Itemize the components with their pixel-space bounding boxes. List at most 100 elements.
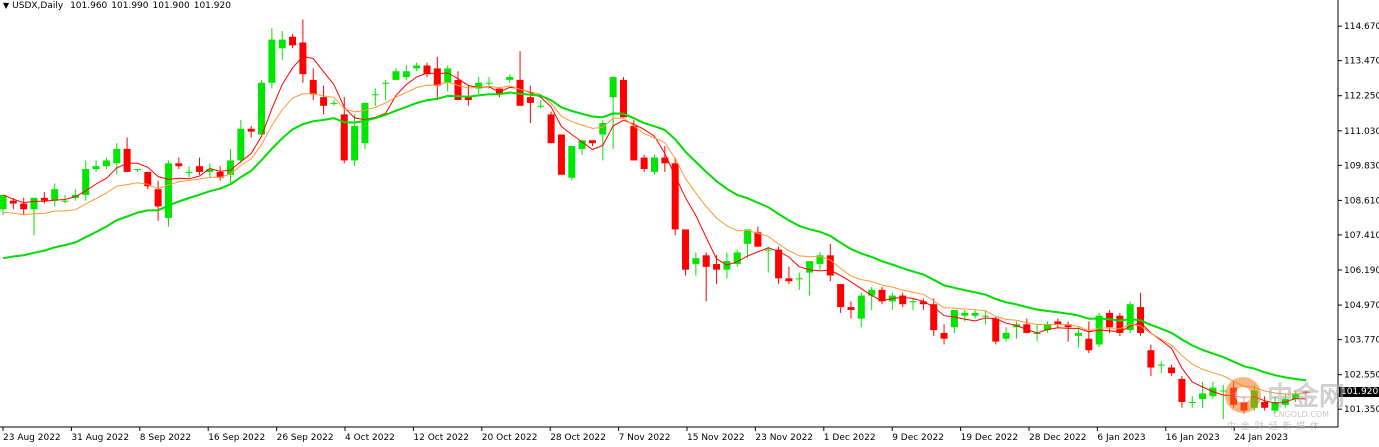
candle-body — [526, 97, 534, 103]
candle-body — [744, 229, 752, 244]
candle — [237, 120, 245, 164]
candle-body — [258, 82, 266, 135]
watermark-brand: 中金网 — [1267, 381, 1345, 412]
candle-body — [806, 261, 814, 273]
candle — [1292, 390, 1300, 402]
candle — [413, 62, 421, 72]
candle-body — [1002, 332, 1010, 339]
candle-body — [1085, 338, 1093, 351]
candle-body — [1292, 393, 1300, 400]
candles-layer — [0, 19, 1310, 420]
candle-body — [206, 169, 214, 172]
candle-body — [154, 189, 162, 207]
time-axis[interactable]: 23 Aug 2022 31 Aug 2022 8 Sep 2022 16 Sep 2… — [0, 426, 1338, 443]
candle — [506, 74, 514, 83]
candle-body — [1157, 364, 1165, 366]
candle-body — [51, 189, 59, 201]
candle — [1054, 318, 1062, 328]
candle-body — [216, 171, 224, 178]
time-tick-label: 7 Nov 2022 — [619, 433, 671, 443]
candle — [20, 197, 28, 216]
price-tick-label: 114.670 — [1344, 22, 1379, 32]
candle — [320, 85, 328, 115]
candle-body — [981, 315, 989, 317]
candle-body — [227, 160, 235, 175]
candle-body — [299, 42, 307, 75]
candle — [713, 255, 721, 285]
candle — [1188, 396, 1196, 408]
candle-body — [1219, 390, 1227, 392]
candle-body — [702, 255, 710, 267]
candle-body — [547, 114, 555, 144]
candle — [516, 51, 524, 106]
candle — [940, 324, 948, 345]
candle — [557, 134, 565, 175]
candle-body — [0, 194, 7, 210]
candle-body — [764, 249, 772, 251]
candle — [909, 298, 917, 310]
candle-body — [992, 318, 1000, 342]
price-tick-label: 113.470 — [1344, 57, 1379, 67]
price-tick-label: 101.350 — [1344, 405, 1379, 415]
ohlc-low: 101.900 — [152, 1, 190, 11]
candle-body — [1168, 367, 1176, 374]
candle — [950, 309, 958, 333]
candle-body — [413, 65, 421, 69]
candle-body — [495, 88, 503, 95]
candle-body — [1126, 304, 1134, 331]
time-tick-label: 31 Aug 2022 — [71, 433, 129, 443]
candle — [630, 120, 638, 161]
candle-body — [144, 171, 152, 187]
candle — [1116, 312, 1124, 336]
candle-body — [971, 312, 979, 316]
candle-body — [289, 36, 297, 46]
candle — [1012, 321, 1020, 339]
price-axis[interactable]: 114.670 113.470 112.250 111.030 109.830 108.6… — [1337, 0, 1379, 427]
candle — [227, 148, 235, 184]
candle-body — [309, 79, 317, 95]
candle-body — [640, 157, 648, 170]
time-tick-label: 4 Oct 2022 — [345, 433, 395, 443]
time-tick-label: 12 Oct 2022 — [413, 433, 469, 443]
current-price-tag: 101.920 — [1339, 386, 1379, 397]
ohlc-high: 101.990 — [111, 1, 149, 11]
candle-body — [30, 197, 38, 210]
candle — [651, 154, 658, 175]
time-tick-label: 28 Dec 2022 — [1029, 433, 1087, 443]
candle-body — [237, 128, 245, 161]
candle-body — [1064, 324, 1072, 328]
candle — [1168, 364, 1176, 377]
time-tick-label: 16 Sep 2022 — [208, 433, 265, 443]
candle-body — [361, 102, 369, 144]
candle — [857, 292, 865, 328]
candle-body — [61, 200, 69, 202]
candle-body — [402, 71, 410, 78]
candle-body — [278, 39, 286, 49]
candle — [692, 252, 700, 276]
candle — [682, 229, 690, 276]
candle — [102, 157, 110, 170]
candle-body — [568, 146, 576, 178]
candle — [1147, 344, 1155, 377]
candle-body — [557, 134, 565, 175]
candle-body — [826, 255, 834, 276]
candle — [175, 157, 183, 170]
candle-body — [133, 169, 141, 171]
candle — [92, 160, 100, 172]
candle — [444, 65, 452, 92]
candle — [371, 88, 379, 106]
candle — [258, 79, 266, 135]
collapse-triangle-icon[interactable]: ▼ — [3, 1, 10, 10]
candle — [82, 160, 90, 201]
time-tick-label: 28 Oct 2022 — [550, 433, 606, 443]
candle — [775, 246, 783, 285]
moving-averages-layer — [2, 55, 1307, 404]
candle — [402, 65, 410, 80]
candle — [1178, 376, 1186, 408]
time-tick-label: 20 Oct 2022 — [482, 433, 538, 443]
candle — [382, 79, 390, 101]
candle — [299, 19, 307, 83]
candle — [578, 140, 586, 155]
